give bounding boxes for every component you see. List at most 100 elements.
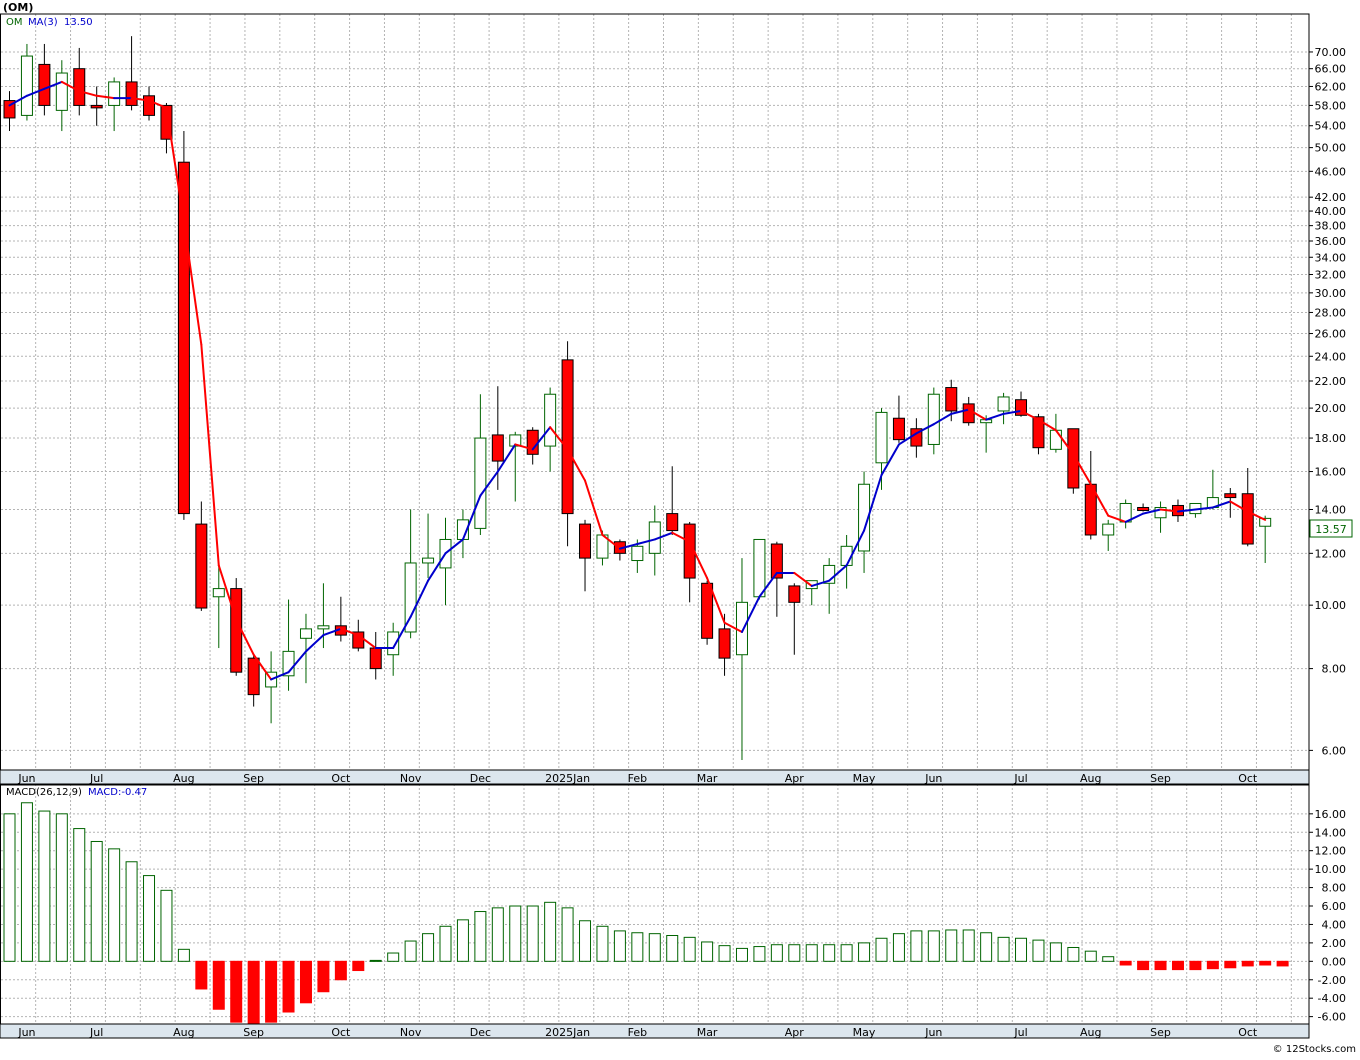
ma-segment bbox=[357, 634, 377, 650]
candle-body bbox=[90, 104, 103, 109]
macd-bar bbox=[509, 905, 522, 962]
month-label: May bbox=[853, 1026, 876, 1039]
candle-body bbox=[823, 564, 836, 584]
ma-segment bbox=[1037, 418, 1057, 432]
price-tick-label: 8.00 bbox=[1322, 663, 1347, 676]
macd-tick-label: 14.00 bbox=[1315, 826, 1347, 839]
candle-body bbox=[195, 523, 208, 609]
macd-title: MACD(26,12,9) bbox=[6, 787, 82, 798]
candle-body bbox=[212, 588, 225, 598]
candle-body bbox=[38, 63, 51, 106]
candle-body bbox=[544, 393, 557, 447]
candle-up bbox=[823, 558, 836, 614]
macd-tick-label: 6.00 bbox=[1322, 900, 1347, 913]
ma-segment bbox=[1229, 500, 1249, 513]
macd-bar bbox=[456, 919, 469, 962]
macd-bar bbox=[195, 960, 208, 990]
month-label: Aug bbox=[173, 1026, 194, 1039]
price-tick-label: 42.00 bbox=[1315, 191, 1347, 204]
month-label: Jun bbox=[924, 772, 942, 785]
macd-tick-label: 8.00 bbox=[1322, 882, 1347, 895]
candle-body bbox=[579, 523, 592, 559]
candle-body bbox=[108, 81, 121, 106]
macd-bar bbox=[579, 920, 592, 962]
candle-body bbox=[892, 417, 905, 441]
price-ma-line bbox=[8, 80, 1267, 681]
macd-bar bbox=[160, 889, 173, 962]
macd-bar bbox=[1049, 942, 1062, 962]
macd-bar bbox=[910, 930, 923, 962]
ma-segment bbox=[287, 650, 307, 674]
ma-segment bbox=[148, 99, 168, 109]
price-tick-label: 50.00 bbox=[1315, 142, 1347, 155]
ma-segment bbox=[584, 479, 604, 536]
candle-body bbox=[422, 557, 435, 564]
macd-bar bbox=[1119, 960, 1132, 966]
macd-bars bbox=[3, 802, 1289, 1025]
macd-bar bbox=[526, 905, 539, 962]
macd-bar bbox=[788, 944, 801, 962]
candle-up bbox=[422, 513, 435, 579]
ma-segment bbox=[967, 408, 988, 421]
ma-segment bbox=[740, 595, 761, 633]
month-label: Oct bbox=[1238, 772, 1258, 785]
candle-body bbox=[962, 403, 975, 424]
macd-bar bbox=[735, 947, 748, 962]
candle-down bbox=[73, 47, 86, 116]
ma-segment bbox=[217, 564, 238, 621]
price-tick-label: 34.00 bbox=[1315, 251, 1347, 264]
macd-bar bbox=[491, 907, 504, 962]
macd-bar bbox=[230, 960, 243, 1023]
candle-body bbox=[1241, 493, 1254, 545]
legend-ma-label: MA(3) bbox=[28, 17, 58, 28]
macd-bar bbox=[1154, 960, 1167, 971]
month-label: Dec bbox=[470, 1026, 491, 1039]
ma-segment bbox=[392, 615, 412, 650]
candle-up bbox=[1259, 515, 1272, 563]
ma-segment bbox=[706, 577, 726, 624]
ma-segment bbox=[758, 571, 778, 598]
macd-bar bbox=[997, 936, 1010, 962]
price-tick-label: 18.00 bbox=[1315, 432, 1347, 445]
ma-segment bbox=[8, 94, 28, 107]
price-tick-label: 28.00 bbox=[1315, 306, 1347, 319]
ma-segment bbox=[25, 87, 46, 97]
candle-body bbox=[143, 95, 156, 116]
price-tick-label: 32.00 bbox=[1315, 268, 1347, 281]
candle-up bbox=[20, 43, 33, 121]
macd-bar bbox=[317, 960, 330, 993]
macd-bar bbox=[265, 960, 278, 1023]
candle-down bbox=[247, 654, 260, 707]
macd-bar bbox=[805, 944, 818, 962]
macd-bar bbox=[3, 813, 16, 962]
price-tick-label: 54.00 bbox=[1315, 120, 1347, 133]
candle-body bbox=[631, 545, 644, 562]
macd-bar bbox=[404, 940, 417, 962]
ma-segment bbox=[95, 94, 116, 100]
month-label: Apr bbox=[785, 1026, 805, 1039]
macd-panel-frame bbox=[0, 784, 1310, 1025]
macd-bar bbox=[439, 925, 452, 962]
candle-up bbox=[387, 622, 400, 676]
macd-tick-label: -4.00 bbox=[1318, 992, 1346, 1005]
month-label: Sep bbox=[243, 772, 264, 785]
month-label: Oct bbox=[1238, 1026, 1258, 1039]
price-tick-label: 58.00 bbox=[1315, 99, 1347, 112]
macd-bar bbox=[282, 960, 295, 1013]
price-tick-label: 6.00 bbox=[1322, 744, 1347, 757]
candle-body bbox=[55, 72, 68, 111]
price-tick-label: 62.00 bbox=[1315, 80, 1347, 93]
macd-bar bbox=[38, 810, 51, 962]
month-axis-strips: Jun Jul Aug Sep Oct Nov Dec 2025Jan Feb Mar Apr May… bbox=[0, 769, 1310, 1039]
legend-symbol: OM bbox=[6, 17, 23, 28]
candle-up bbox=[544, 387, 557, 472]
macd-bar bbox=[980, 932, 993, 962]
ma-segment bbox=[828, 564, 848, 582]
ma-segment bbox=[1020, 409, 1040, 421]
ma-segment bbox=[235, 618, 255, 656]
candle-down bbox=[1067, 428, 1080, 494]
month-label: Feb bbox=[628, 1026, 647, 1039]
macd-bar bbox=[962, 929, 975, 962]
